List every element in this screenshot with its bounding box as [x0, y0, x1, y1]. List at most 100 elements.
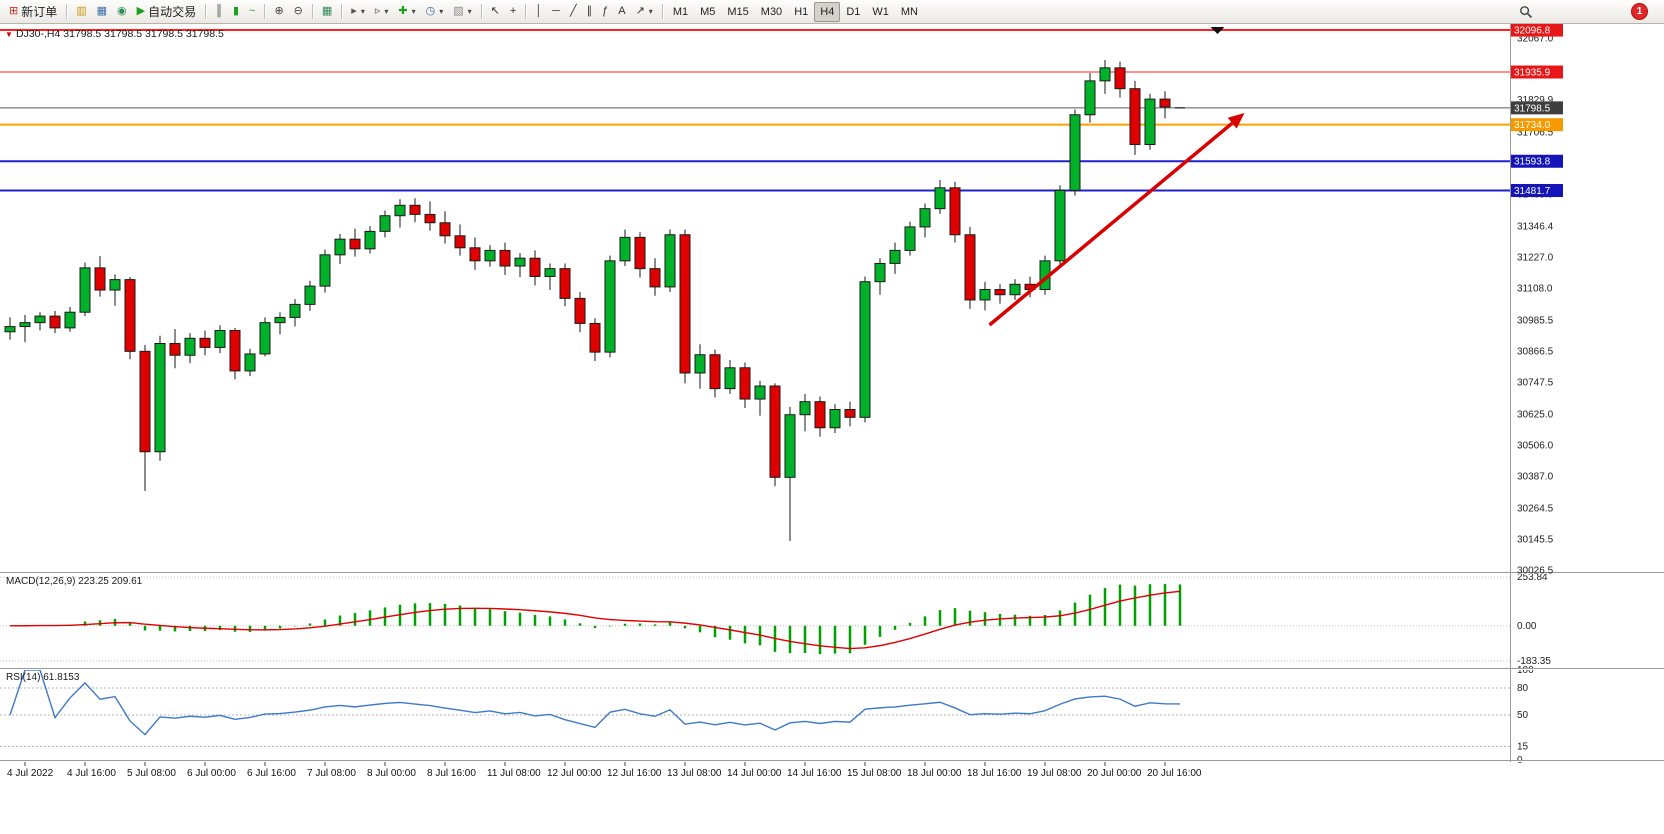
chart-bars-button[interactable]: ║: [210, 2, 228, 22]
time-label: 6 Jul 00:00: [187, 768, 236, 779]
price-badge-31734.0: [1511, 118, 1563, 132]
periods-icon: ◷: [425, 5, 436, 17]
new-order-button[interactable]: ⊞ 新订单: [4, 2, 62, 22]
candle: [319, 254, 331, 287]
toolbar-separator: [341, 4, 343, 19]
fibonacci-icon: ƒ: [602, 5, 609, 17]
time-label: 13 Jul 08:00: [667, 768, 722, 779]
horizontal-line-button[interactable]: ─: [547, 2, 565, 22]
dropdown-arrow-icon: ▾: [411, 7, 416, 16]
candle: [994, 289, 1006, 296]
timeframe-m30-button[interactable]: M30: [755, 2, 788, 22]
market-watch-button[interactable]: ▥: [71, 2, 91, 22]
time-label: 8 Jul 00:00: [367, 768, 416, 779]
navigator-icon: ◉: [117, 5, 127, 17]
time-label: 14 Jul 16:00: [787, 768, 842, 779]
chart-shift-button[interactable]: ▹ ▾: [370, 2, 394, 22]
price-tick-label: 30747.5: [1517, 377, 1554, 388]
candle: [259, 322, 271, 355]
scroll-to-end-marker[interactable]: [1210, 27, 1225, 34]
candle: [454, 235, 466, 249]
timeframe-h1-button[interactable]: H1: [788, 2, 814, 22]
candle: [19, 322, 31, 328]
candle: [769, 385, 781, 478]
toolbar-separator: [661, 4, 663, 19]
price-badge-32096.8: [1511, 24, 1563, 37]
macd-signal-line: [9, 590, 1181, 650]
dropdown-arrow-icon: ▾: [439, 7, 444, 16]
arrows-button[interactable]: ↗ ▾: [631, 2, 658, 22]
candle: [349, 238, 361, 250]
candle: [274, 316, 286, 324]
candle: [334, 238, 346, 256]
rsi-line: [9, 669, 1181, 736]
trend-arrow[interactable]: [988, 121, 1234, 327]
timeframe-h4-button[interactable]: H4: [814, 1, 841, 22]
timeframe-d1-button[interactable]: D1: [840, 2, 866, 22]
price-badge-label: 31935.9: [1514, 68, 1551, 79]
dropdown-arrow-icon: ▾: [360, 7, 365, 16]
candle: [934, 187, 946, 210]
toolbar-separator: [264, 4, 266, 19]
candle: [49, 315, 61, 329]
price-tick-label: 30866.5: [1517, 346, 1554, 357]
price-tick-label: 31706.5: [1517, 127, 1554, 138]
time-label: 20 Jul 00:00: [1087, 768, 1142, 779]
zoom-out-button[interactable]: ⊖: [289, 2, 308, 22]
candle: [919, 208, 931, 228]
autotrade-button-label: 自动交易: [148, 5, 197, 19]
timeframe-m5-button[interactable]: M5: [694, 2, 721, 22]
time-label: 18 Jul 00:00: [907, 768, 962, 779]
price-tick-label: 30264.5: [1517, 503, 1554, 514]
channel-button[interactable]: ∥: [582, 2, 598, 22]
indicators-button[interactable]: ✚ ▾: [393, 2, 420, 22]
periods-button[interactable]: ◷ ▾: [421, 2, 449, 22]
search-icon[interactable]: [1519, 5, 1533, 19]
price-tick-label: 31829.9: [1517, 95, 1554, 106]
autotrade-button[interactable]: ▶ 自动交易: [132, 2, 201, 22]
chart-candles-button[interactable]: ▮: [228, 2, 244, 22]
candle: [214, 329, 226, 348]
candle: [844, 409, 856, 418]
toolbar-separator: [205, 4, 207, 19]
candle: [34, 315, 46, 324]
candle: [574, 297, 586, 324]
text-button[interactable]: A: [613, 2, 630, 22]
candle: [634, 236, 646, 270]
candle: [544, 268, 556, 277]
indicators-icon: ✚: [398, 5, 408, 17]
chart-line-icon: ~: [249, 5, 256, 17]
candle: [529, 257, 541, 277]
zoom-in-button[interactable]: ⊕: [269, 2, 288, 22]
trendline-button[interactable]: ╱: [565, 2, 582, 22]
timeframe-m1-button[interactable]: M1: [667, 2, 694, 22]
candle: [589, 322, 601, 353]
toolbar-separator: [525, 4, 527, 19]
price-badge-31798.5: [1511, 101, 1563, 115]
data-window-button[interactable]: ▦: [92, 2, 112, 22]
chart-title: DJ30-,H4 31798.5 31798.5 31798.5 31798.5: [16, 28, 224, 40]
candle: [1099, 67, 1111, 82]
auto-scroll-button[interactable]: ▸ ▾: [346, 2, 370, 22]
chart-canvas[interactable]: ▼ DJ30-,H4 31798.5 31798.5 31798.5 31798.…: [0, 24, 1664, 834]
dropdown-arrow-icon: ▾: [467, 7, 472, 16]
candle: [1009, 283, 1021, 296]
fibonacci-button[interactable]: ƒ: [597, 2, 613, 22]
tile-windows-button[interactable]: ▦: [317, 2, 337, 22]
navigator-button[interactable]: ◉: [112, 2, 132, 22]
chart-candles-icon: ▮: [232, 5, 239, 17]
candle: [784, 414, 796, 478]
templates-button[interactable]: ▧ ▾: [448, 2, 476, 22]
notification-badge[interactable]: 1: [1631, 3, 1648, 20]
time-label: 18 Jul 16:00: [967, 768, 1022, 779]
candle: [709, 354, 721, 390]
crosshair-button[interactable]: +: [505, 2, 521, 22]
chart-line-button[interactable]: ~: [244, 2, 260, 22]
data-window-icon: ▦: [96, 5, 108, 17]
cursor-button[interactable]: ↖: [486, 2, 505, 22]
vertical-line-button[interactable]: │: [530, 2, 547, 22]
candle: [724, 367, 736, 390]
timeframe-m15-button[interactable]: M15: [721, 2, 754, 22]
timeframe-w1-button[interactable]: W1: [866, 2, 895, 22]
timeframe-mn-button[interactable]: MN: [895, 2, 924, 22]
